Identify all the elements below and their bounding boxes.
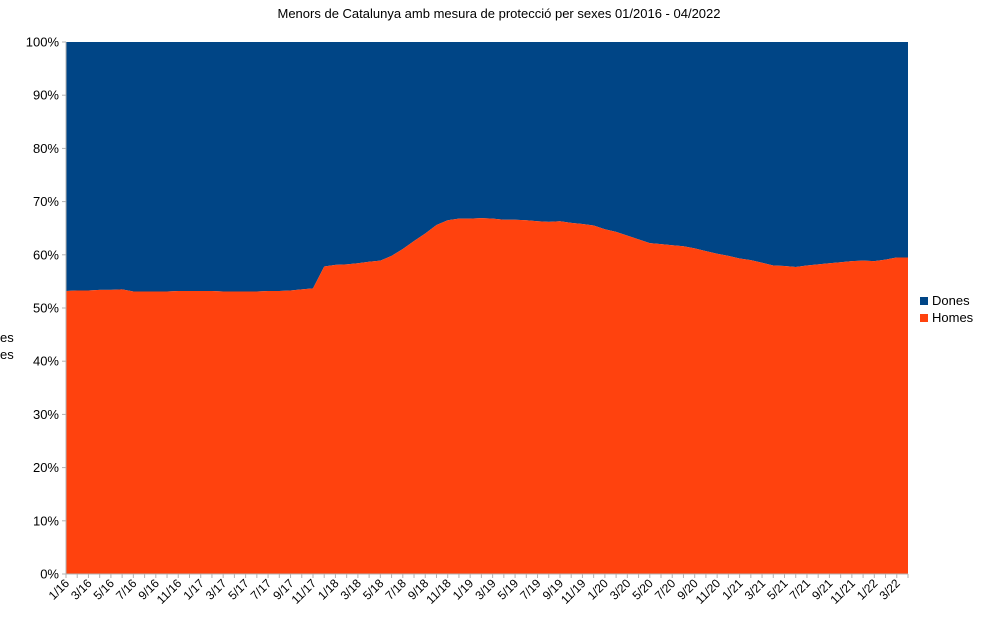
x-tick-label: 7/17 (248, 576, 275, 603)
x-tick-label: 11/19 (558, 576, 589, 607)
x-tick-label: 11/21 (827, 576, 858, 607)
x-tick-label: 3/20 (607, 576, 634, 603)
x-tick-label: 5/21 (764, 576, 791, 603)
x-tick-label: 11/18 (423, 576, 454, 607)
x-tick-label: 5/16 (91, 576, 118, 603)
chart-title: Menors de Catalunya amb mesura de protec… (277, 6, 721, 21)
series-area-homes (66, 218, 908, 574)
x-tick-label: 7/19 (517, 576, 544, 603)
y-tick-label: 10% (33, 513, 59, 528)
x-tick-label: 7/16 (113, 576, 140, 603)
x-tick-label: 5/20 (629, 576, 656, 603)
series-area-dones (66, 42, 908, 292)
x-tick-label: 1/19 (450, 576, 477, 603)
x-tick-label: 11/16 (154, 576, 185, 607)
x-tick-label: 11/17 (289, 576, 320, 607)
y-axis-label-fragment: es (0, 347, 14, 362)
legend-label-dones: Dones (932, 293, 970, 308)
x-tick-label: 1/22 (854, 576, 881, 603)
x-tick-label: 3/21 (742, 576, 769, 603)
y-tick-label: 50% (33, 301, 59, 316)
legend-item-homes: Homes (920, 309, 973, 326)
y-tick-label: 90% (33, 88, 59, 103)
x-tick-label: 1/20 (585, 576, 612, 603)
x-tick-label: 3/19 (472, 576, 499, 603)
x-tick-label: 1/18 (315, 576, 342, 603)
x-tick-label: 1/17 (180, 576, 207, 603)
y-tick-label: 70% (33, 194, 59, 209)
x-tick-label: 3/17 (203, 576, 230, 603)
y-tick-label: 30% (33, 407, 59, 422)
legend-swatch-dones (920, 296, 928, 305)
x-tick-label: 11/20 (693, 576, 724, 607)
legend-swatch-homes (920, 313, 928, 322)
legend-label-homes: Homes (932, 310, 974, 325)
x-tick-label: 5/19 (495, 576, 522, 603)
y-tick-label: 80% (33, 141, 59, 156)
x-tick-label: 7/21 (787, 576, 814, 603)
legend-item-dones: Dones (920, 292, 973, 309)
x-tick-label: 5/18 (360, 576, 387, 603)
plot-area (66, 42, 908, 574)
y-tick-label: 40% (33, 354, 59, 369)
x-tick-label: 7/18 (383, 576, 410, 603)
x-tick-label: 5/17 (225, 576, 252, 603)
y-tick-label: 20% (33, 460, 59, 475)
x-tick-label: 7/20 (652, 576, 679, 603)
legend: Dones Homes (920, 292, 973, 326)
x-tick-label: 3/22 (876, 576, 903, 603)
x-tick-label: 3/16 (68, 576, 95, 603)
y-axis-label-fragment: es (0, 330, 14, 345)
x-tick-label: 1/21 (719, 576, 746, 603)
y-tick-label: 60% (33, 247, 59, 262)
y-tick-label: 100% (26, 35, 60, 50)
x-tick-label: 3/18 (338, 576, 365, 603)
y-tick-label: 0% (40, 567, 59, 582)
